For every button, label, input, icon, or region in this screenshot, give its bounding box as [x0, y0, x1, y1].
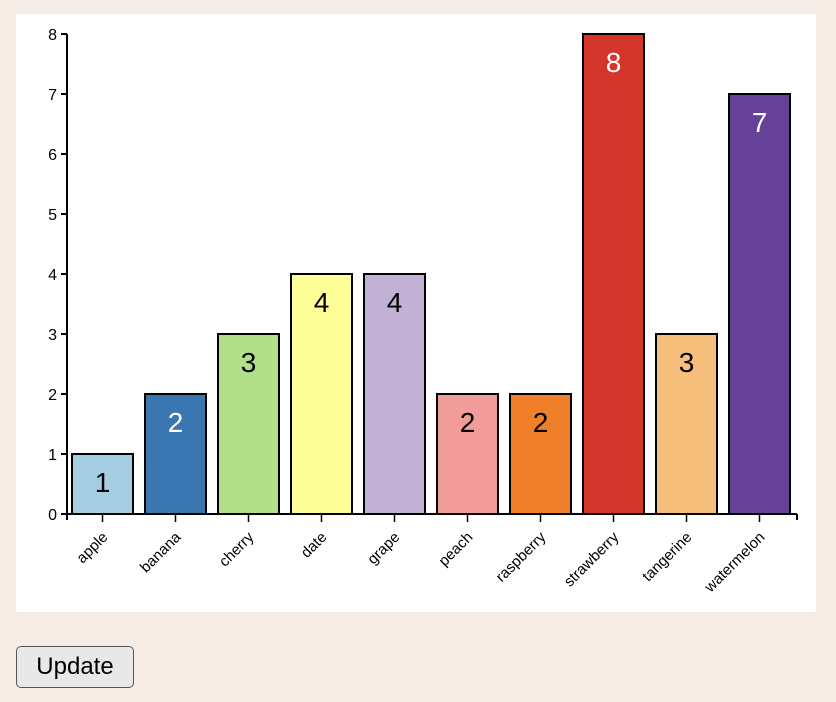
y-tick-label: 7	[48, 87, 57, 104]
x-tick-label-apple: apple	[73, 529, 111, 567]
bar-value-label: 2	[168, 407, 184, 438]
bar-chart: 1 2 3 4 4 2 2 8 3 7 0 1 2 3 4 5 6 7 8 apple banana cherry date…	[48, 27, 798, 597]
bar-value-label: 7	[752, 107, 768, 138]
x-tick-label-strawberry: strawberry	[561, 528, 623, 590]
bar-apple	[71, 453, 134, 515]
y-tick-label: 6	[48, 147, 57, 164]
x-tick-label-raspberry: raspberry	[493, 528, 550, 585]
x-tick-label-watermelon: watermelon	[701, 529, 769, 597]
bar-value-label: 1	[95, 467, 111, 498]
y-tick-label: 5	[48, 207, 57, 224]
y-tick-label: 3	[48, 327, 57, 344]
bar-value-label: 2	[533, 407, 549, 438]
y-tick-label: 0	[48, 507, 57, 524]
bar-value-label: 2	[460, 407, 476, 438]
y-tick-label: 1	[48, 447, 57, 464]
bar-tangerine	[655, 333, 718, 515]
x-tick-label-grape: grape	[364, 529, 403, 568]
x-tick-label-tangerine: tangerine	[639, 529, 695, 585]
y-tick-label: 4	[48, 267, 57, 284]
x-tick-label-peach: peach	[435, 529, 476, 570]
bar-value-label: 3	[241, 347, 257, 378]
bar-strawberry	[582, 33, 645, 515]
x-tick-label-banana: banana	[137, 528, 185, 576]
bar-value-label: 8	[606, 47, 622, 78]
bar-value-label: 4	[387, 287, 403, 318]
y-tick-label: 8	[48, 27, 57, 44]
bar-value-label: 4	[314, 287, 330, 318]
bar-watermelon	[728, 93, 791, 515]
bar-value-label: 3	[679, 347, 695, 378]
x-tick-label-date: date	[298, 529, 331, 562]
bar-peach	[436, 393, 499, 515]
update-button[interactable]: Update	[16, 646, 134, 688]
bar-banana	[144, 393, 207, 515]
chart-panel: 1 2 3 4 4 2 2 8 3 7 0 1 2 3 4 5 6 7 8 apple banana cherry date…	[16, 14, 816, 612]
bar-date	[290, 273, 353, 515]
x-tick-label-cherry: cherry	[216, 528, 258, 570]
y-tick-label: 2	[48, 387, 57, 404]
